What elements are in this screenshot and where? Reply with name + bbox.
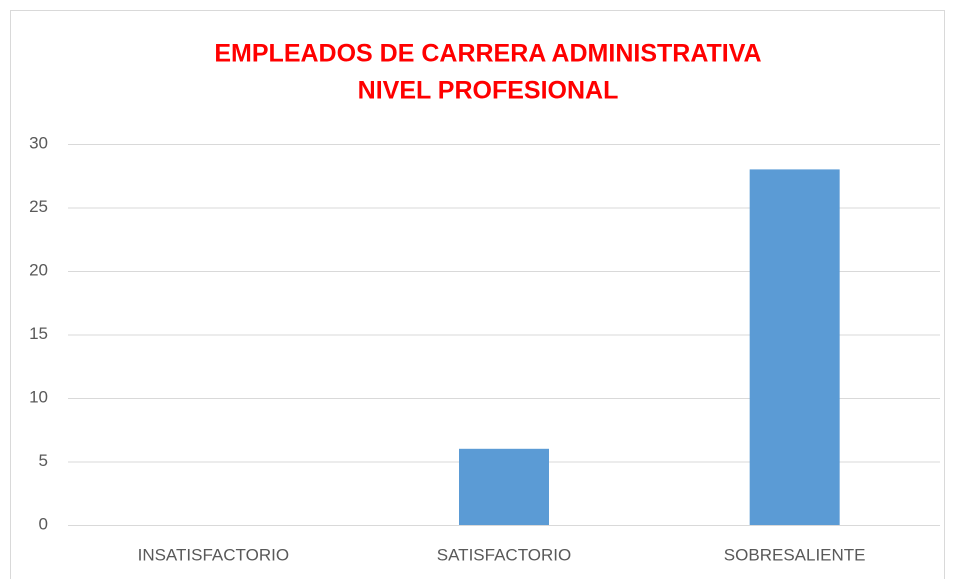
x-tick-label: SOBRESALIENTE <box>724 545 866 564</box>
x-tick-label: INSATISFACTORIO <box>138 545 289 564</box>
chart-title: EMPLEADOS DE CARRERA ADMINISTRATIVA <box>214 40 761 68</box>
bar <box>749 169 840 525</box>
y-tick-label: 30 <box>29 133 48 152</box>
chart-border <box>10 10 945 579</box>
y-tick-label: 0 <box>39 514 48 533</box>
y-tick-label: 10 <box>29 387 48 406</box>
y-tick-label: 5 <box>39 451 48 470</box>
bar <box>459 448 549 525</box>
y-tick-label: 15 <box>29 324 48 343</box>
chart-title: NIVEL PROFESIONAL <box>358 77 619 105</box>
x-tick-label: SATISFACTORIO <box>437 545 571 564</box>
y-tick-label: 25 <box>29 197 48 216</box>
y-tick-label: 20 <box>29 260 48 279</box>
